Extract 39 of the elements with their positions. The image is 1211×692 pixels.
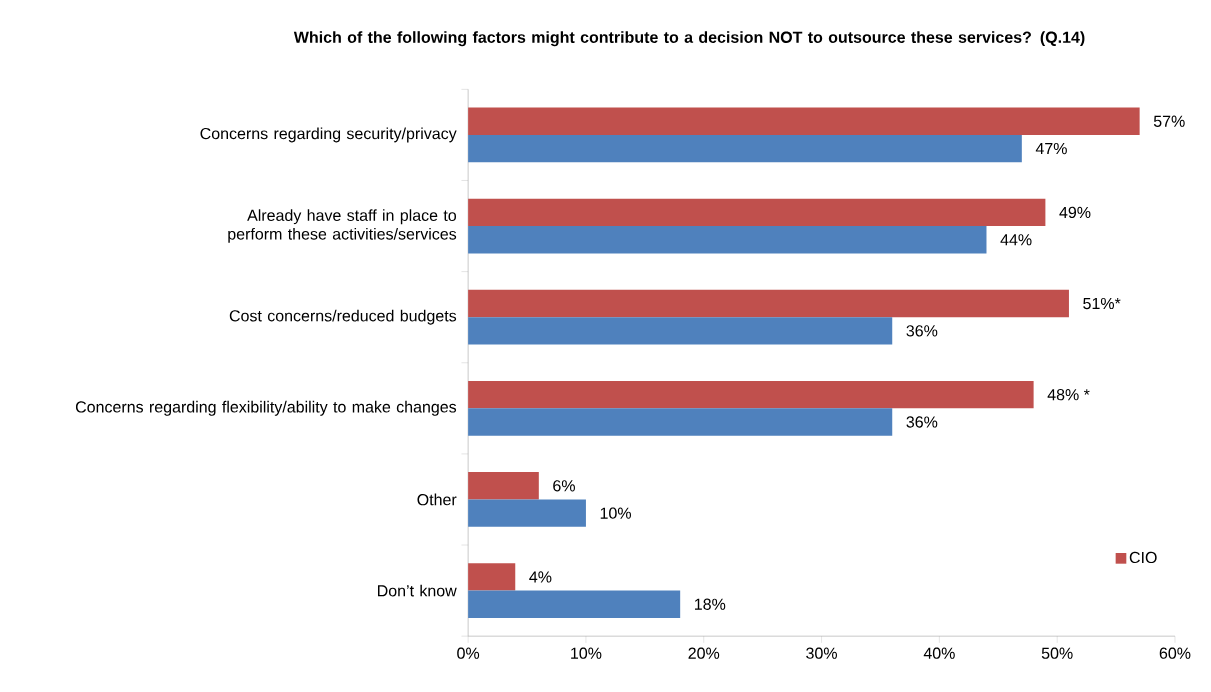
bar	[468, 380, 1034, 409]
data-label: 57%	[1153, 115, 1185, 127]
data-label: 6%	[553, 480, 575, 492]
bar	[468, 107, 1140, 135]
data-label: 36%	[906, 416, 938, 428]
bar	[468, 472, 539, 500]
data-label: 48% *	[1047, 388, 1090, 401]
x-tick-label: 40%	[923, 647, 955, 659]
bar	[468, 317, 893, 345]
data-label: 10%	[600, 507, 631, 519]
bar	[468, 563, 516, 591]
bar	[468, 198, 1046, 226]
data-label: 36%	[906, 325, 938, 337]
x-tick-label: 0%	[457, 647, 480, 659]
bar	[468, 499, 586, 527]
data-label: 47%	[1035, 142, 1067, 155]
x-tick-label: 60%	[1159, 647, 1191, 659]
bar	[468, 134, 1022, 163]
bar	[468, 408, 893, 436]
y-tick-label: Don’t know	[378, 584, 457, 597]
legend-label: CIO	[1129, 551, 1157, 564]
data-label: 44%	[1000, 234, 1032, 246]
bar	[468, 590, 681, 618]
data-label: 49%	[1059, 206, 1091, 218]
data-label: 51%*	[1083, 297, 1121, 310]
bar	[468, 225, 987, 254]
x-tick-label: 30%	[806, 647, 837, 659]
data-label: 18%	[695, 598, 726, 610]
y-tick-label: Cost concerns/reduced budgets	[229, 309, 457, 325]
x-tick-label: 20%	[688, 647, 720, 659]
y-tick-label: Already have staff in place to perform these activities/services	[228, 209, 457, 243]
data-label: 4%	[529, 571, 552, 583]
bar	[468, 289, 1069, 318]
x-tick-label: 10%	[571, 647, 602, 659]
chart-title: Which of the following factors might contribute to a decision NOT to outsource these services? (Q.14)	[293, 31, 1085, 47]
y-tick-label: Concerns regarding security/privacy	[200, 127, 457, 143]
y-tick-label: Other	[417, 493, 457, 506]
x-tick-label: 50%	[1041, 647, 1073, 659]
y-tick-label: Concerns regarding flexibility/ability to make changes	[75, 400, 457, 416]
